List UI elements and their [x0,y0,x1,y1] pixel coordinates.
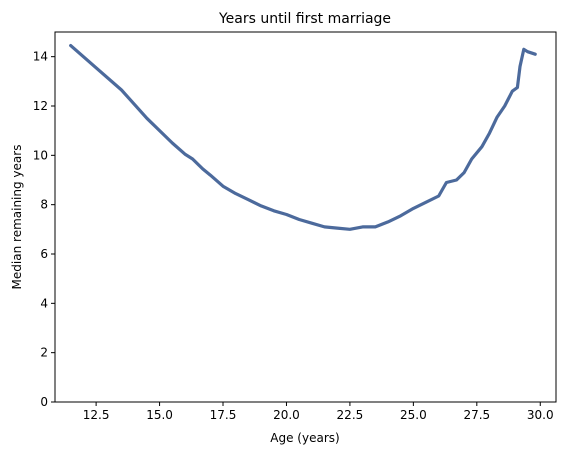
x-tick-label: 27.5 [463,408,490,422]
y-tick-label: 2 [40,346,48,360]
y-tick-label: 14 [33,50,48,64]
y-axis: 0 2 4 6 8 10 12 14 [33,50,55,409]
y-axis-label: Median remaining years [10,145,24,290]
series-line [69,43,537,231]
y-tick-label: 10 [33,148,48,162]
x-tick-label: 30.0 [527,408,554,422]
y-tick-label: 8 [40,198,48,212]
x-tick-label: 22.5 [337,408,364,422]
x-tick-label: 17.5 [210,408,237,422]
series-layer [69,43,537,231]
chart-title: Years until first marriage [218,11,391,27]
x-tick-label: 12.5 [83,408,110,422]
x-axis-label: Age (years) [270,431,339,445]
x-tick-label: 25.0 [400,408,427,422]
x-axis: 12.5 15.0 17.5 20.0 22.5 25.0 27.5 30.0 [83,402,554,422]
x-tick-label: 15.0 [146,408,173,422]
y-tick-label: 12 [33,99,48,113]
x-tick-label: 20.0 [273,408,300,422]
y-tick-label: 6 [40,247,48,261]
y-tick-label: 0 [40,395,48,409]
y-tick-label: 4 [40,296,48,310]
plot-frame [54,31,557,403]
